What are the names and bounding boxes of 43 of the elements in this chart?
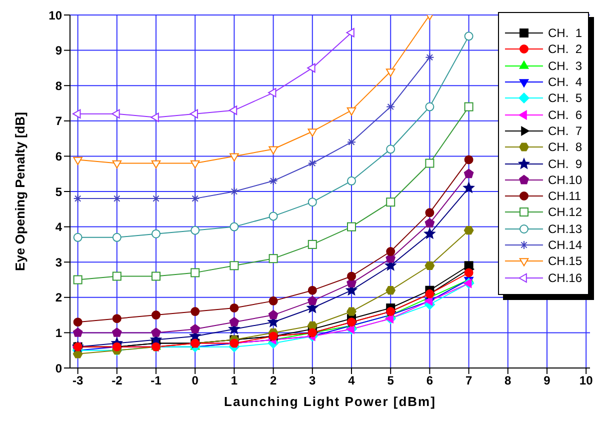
legend-label: CH.13 xyxy=(548,222,582,236)
y-tick-label: 10 xyxy=(48,8,62,22)
y-tick-label: 0 xyxy=(55,361,62,376)
x-tick-label: 10 xyxy=(579,374,594,388)
y-tick-label: 2 xyxy=(55,290,62,305)
legend-label: CH.16 xyxy=(548,270,582,285)
y-tick-label: 8 xyxy=(55,78,62,93)
x-tick-label: 4 xyxy=(348,374,356,388)
legend-label: CH. 9 xyxy=(548,156,582,171)
legend-label: CH. 3 xyxy=(548,58,582,73)
x-axis-title: Launching Light Power [dBm] xyxy=(224,394,436,409)
y-tick-label: 3 xyxy=(55,255,62,270)
x-tick-label: 6 xyxy=(426,374,434,388)
legend-label: CH. 6 xyxy=(548,108,582,122)
legend-label: CH.14 xyxy=(548,238,582,252)
legend-label: CH. 4 xyxy=(548,75,582,90)
y-tick-label: 5 xyxy=(55,184,62,199)
x-tick-label: 1 xyxy=(230,374,238,388)
x-tick-label: -3 xyxy=(72,374,84,388)
y-tick-label: 7 xyxy=(55,114,62,128)
legend-label: CH. 5 xyxy=(548,91,582,106)
legend-label: CH. 2 xyxy=(548,42,582,56)
y-tick-label: 1 xyxy=(55,326,62,340)
y-axis-title: Eye Opening Penalty [dB] xyxy=(12,112,28,271)
y-tick-label: 9 xyxy=(55,44,62,58)
x-tick-label: -2 xyxy=(112,374,123,388)
legend-label: CH. 7 xyxy=(548,124,582,138)
y-tick-label: 6 xyxy=(55,149,62,164)
x-tick-label: -1 xyxy=(150,374,162,388)
x-tick-label: 5 xyxy=(387,374,394,388)
x-tick-label: 3 xyxy=(309,374,316,388)
legend-label: CH.11 xyxy=(548,189,582,204)
x-tick-label: 8 xyxy=(504,374,512,388)
legend-label: CH. 8 xyxy=(548,140,582,154)
x-tick-label: 2 xyxy=(270,374,277,388)
x-tick-label: 7 xyxy=(465,374,472,388)
legend-label: CH.12 xyxy=(548,205,582,220)
legend-label: CH.10 xyxy=(548,172,582,187)
y-tick-label: 4 xyxy=(55,220,62,234)
x-tick-label: 9 xyxy=(544,374,551,388)
legend-label: CH. 1 xyxy=(548,26,582,40)
x-tick-label: 0 xyxy=(192,374,199,388)
legend-label: CH.15 xyxy=(548,254,582,268)
